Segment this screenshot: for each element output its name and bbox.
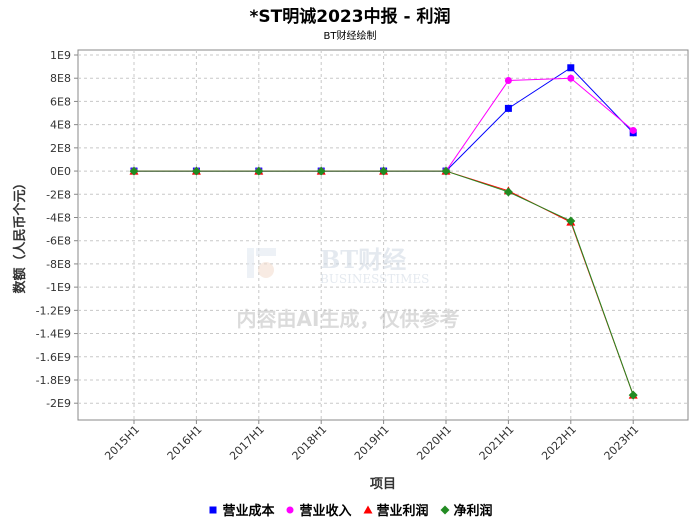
x-axis-title: 项目 — [370, 477, 396, 492]
x-axis: 2015H1 2016H1 2017H1 2018H1 2019H1 2020H1 2021… — [102, 420, 641, 463]
x-tick-label: 2023H1 — [602, 423, 642, 463]
x-tick-label: 2022H1 — [539, 423, 579, 463]
data-point — [628, 390, 638, 400]
watermark-logo-icon — [247, 248, 276, 278]
legend: 营业成本 营业收入 营业利润 净利润 — [0, 500, 700, 519]
watermark-logo-text: BT财经 — [320, 245, 406, 274]
y-tick-label: -1.4E9 — [36, 328, 71, 341]
x-tick-label: 2020H1 — [414, 423, 454, 463]
series-4 — [129, 166, 638, 400]
data-point — [567, 64, 575, 72]
y-tick-label: 2E8 — [50, 142, 71, 155]
data-point — [567, 74, 575, 82]
plot-area — [77, 49, 689, 421]
x-tick-label: 2015H1 — [102, 423, 142, 463]
legend-item: 营业成本 — [207, 500, 274, 519]
y-tick-label: -1.8E9 — [36, 374, 71, 387]
y-tick-label: -4E8 — [46, 211, 71, 224]
square-marker-icon — [209, 506, 217, 513]
x-tick-label: 2021H1 — [477, 423, 517, 463]
chart-title: *ST明诚2023中报 - 利润 — [249, 7, 451, 27]
legend-label: 营业利润 — [376, 504, 429, 519]
watermark-notice: 内容由AI生成，仅供参考 — [237, 307, 460, 331]
data-point — [566, 216, 576, 226]
y-tick-label: 0E0 — [50, 165, 71, 178]
y-tick-label: 8E8 — [50, 72, 71, 85]
legend-label: 净利润 — [453, 504, 493, 519]
y-tick-label: -8E8 — [46, 258, 71, 271]
data-point — [254, 166, 264, 176]
data-point — [129, 166, 139, 176]
chart-subtitle: BT财经绘制 — [323, 31, 377, 42]
data-point — [504, 77, 512, 85]
y-tick-label: -2E8 — [46, 188, 71, 201]
diamond-marker-icon — [440, 505, 450, 514]
y-axis-title: 数额（人民币个元） — [12, 176, 28, 293]
y-tick-label: -6E8 — [46, 235, 71, 248]
legend-item: 净利润 — [439, 500, 493, 519]
y-axis: 1E9 8E8 6E8 4E8 2E8 0E0 -2E8 -4E8 -6E8 -8E8 -1E9 -1… — [36, 49, 78, 410]
series-layer — [129, 64, 638, 400]
legend-item: 营业收入 — [284, 500, 352, 519]
watermark-logo-sub: BUSINESSTIMES — [320, 272, 429, 286]
y-tick-label: 4E8 — [50, 119, 71, 132]
data-point — [440, 505, 450, 514]
data-point — [209, 506, 217, 513]
data-point — [441, 166, 451, 176]
data-point — [379, 166, 389, 176]
legend-label: 营业成本 — [222, 504, 275, 519]
x-tick-label: 2017H1 — [227, 423, 267, 463]
data-point — [191, 166, 201, 176]
x-tick-label: 2018H1 — [290, 423, 330, 463]
data-point — [286, 506, 294, 513]
data-point — [504, 104, 512, 112]
circle-marker-icon — [286, 506, 294, 513]
data-point — [629, 126, 637, 134]
legend-item: 营业利润 — [362, 500, 429, 519]
data-point — [316, 166, 326, 176]
chart-svg: BT财经 BUSINESSTIMES 内容由AI生成，仅供参考 1E9 8E8 6E… — [12, 49, 689, 492]
y-tick-label: -1.2E9 — [36, 304, 71, 317]
y-tick-label: -1E9 — [46, 281, 71, 294]
watermark: BT财经 BUSINESSTIMES 内容由AI生成，仅供参考 — [237, 245, 460, 331]
legend-label: 营业收入 — [299, 504, 352, 519]
data-point — [503, 187, 513, 197]
triangle-marker-icon — [363, 505, 372, 513]
y-tick-label: -2E9 — [46, 397, 71, 410]
x-tick-label: 2019H1 — [352, 423, 392, 463]
x-tick-label: 2016H1 — [165, 423, 205, 463]
y-tick-label: -1.6E9 — [36, 351, 71, 364]
data-point — [363, 505, 372, 513]
y-tick-label: 6E8 — [50, 95, 71, 108]
y-tick-label: 1E9 — [50, 49, 71, 62]
